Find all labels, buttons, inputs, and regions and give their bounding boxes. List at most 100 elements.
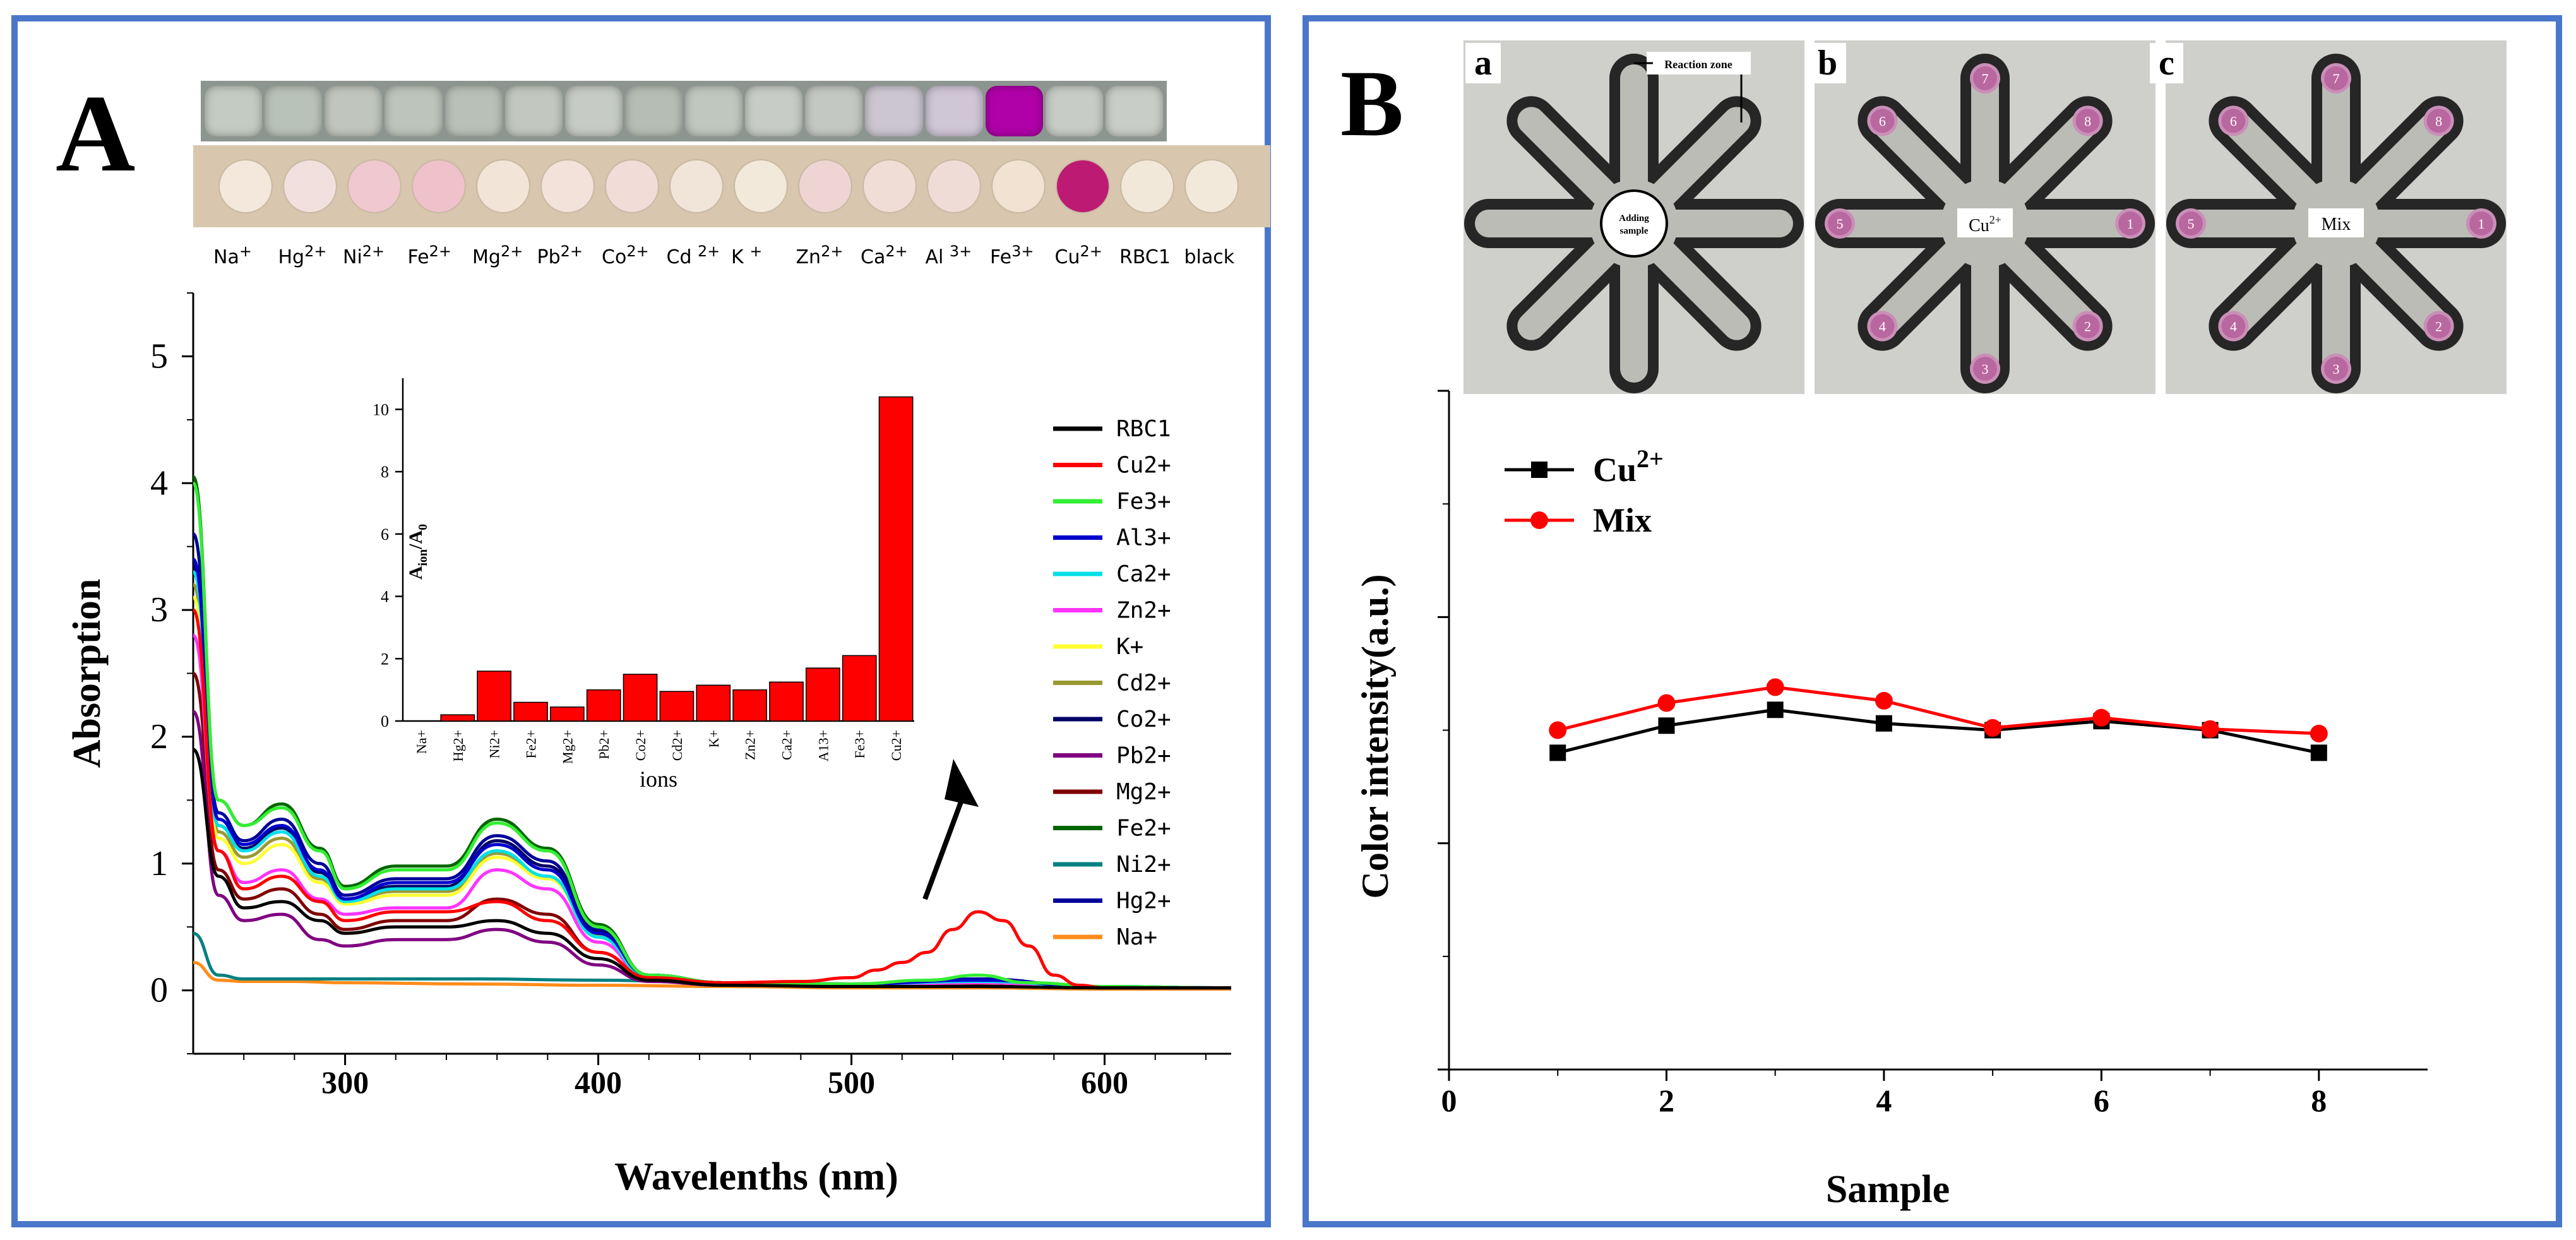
ion-label-name: Hg bbox=[278, 246, 305, 268]
inset-category-label: Hg2+ bbox=[450, 730, 466, 761]
x-axis-title: Wavelenths (nm) bbox=[614, 1155, 898, 1198]
x-tick-label: 300 bbox=[321, 1064, 369, 1100]
legend-label: Co2+ bbox=[1116, 706, 1171, 732]
x-tick-label: 8 bbox=[2311, 1083, 2327, 1118]
legend-label: Cu2+ bbox=[1593, 444, 1664, 489]
ion-label-charge: 3+ bbox=[949, 242, 972, 260]
ion-label-charge: 2+ bbox=[362, 242, 385, 260]
ion-label: Fe2+ bbox=[408, 242, 451, 268]
ion-label-charge: 2+ bbox=[821, 242, 844, 260]
legend-label: Ni2+ bbox=[1116, 852, 1171, 878]
inset-y-title-part: A bbox=[405, 566, 426, 580]
ion-label-charge: 2+ bbox=[626, 242, 649, 260]
ion-label: Ni2+ bbox=[343, 242, 385, 268]
test-disk bbox=[735, 160, 787, 212]
inset-y-title-part: 0 bbox=[416, 524, 430, 530]
color-intensity-chart: 0 2 4 6 8 Sample Color intensity(a.u.) Cu2+ Mix bbox=[1354, 390, 2428, 1211]
test-disk bbox=[993, 160, 1044, 212]
y-tick-label: 5 bbox=[150, 337, 168, 376]
ion-label: Cu2+ bbox=[1055, 242, 1102, 268]
ion-label-name: Na bbox=[213, 246, 239, 268]
zone-number-bg bbox=[2426, 109, 2451, 133]
test-disk bbox=[1057, 160, 1109, 212]
legend-label: Cu2+ bbox=[1116, 453, 1171, 479]
zone-number: 3 bbox=[2333, 361, 2340, 377]
vial bbox=[805, 86, 863, 136]
legend-label: Ca2+ bbox=[1116, 561, 1171, 587]
series-line-Ca2+ bbox=[193, 570, 1231, 990]
legend-label: Zn2+ bbox=[1116, 598, 1171, 624]
photo-label-a: a bbox=[1465, 43, 1501, 84]
reaction-zone-label: Reaction zone bbox=[1664, 58, 1732, 71]
inset-bar bbox=[549, 706, 585, 722]
inset-category-label: Na+ bbox=[414, 730, 429, 754]
zone-number: 5 bbox=[1837, 216, 1844, 232]
legend-label: Pb2+ bbox=[1116, 743, 1171, 769]
data-point bbox=[1767, 701, 1784, 718]
inset-category-label: K+ bbox=[706, 730, 722, 748]
x-axis-title: Sample bbox=[1826, 1168, 1950, 1211]
data-point bbox=[1657, 694, 1676, 712]
adding-sample-text: sample bbox=[1620, 226, 1649, 236]
series-line-Al3+ bbox=[193, 557, 1231, 990]
y-tick-label: 0 bbox=[150, 971, 168, 1010]
inset-y-title-part: ion bbox=[416, 549, 430, 566]
ion-label-name: Fe bbox=[407, 246, 429, 268]
series-line-Co2+ bbox=[193, 564, 1231, 990]
ion-label: Mg2+ bbox=[472, 242, 523, 268]
ion-label-charge: + bbox=[749, 242, 763, 260]
inset-category-label: Mg2+ bbox=[559, 730, 575, 764]
inset-y-tick-label: 2 bbox=[381, 650, 389, 668]
ion-label-name: Cd bbox=[666, 246, 698, 268]
series-line-Ni2+ bbox=[193, 931, 1231, 990]
y-tick-label: 4 bbox=[150, 463, 168, 503]
inset-bar bbox=[659, 691, 695, 722]
data-point bbox=[2310, 744, 2327, 761]
paper-device-photos: Adding sample Reaction zone Cu2+ 1 2 3 4 5 6 7 8 Mix… bbox=[1464, 40, 2507, 394]
y-axis-title: Color intensity(a.u.) bbox=[1354, 575, 1396, 899]
test-disk bbox=[1186, 160, 1237, 212]
vial bbox=[925, 86, 983, 136]
vial bbox=[865, 86, 923, 136]
data-point bbox=[2310, 724, 2328, 742]
adding-sample-text: Adding bbox=[1619, 213, 1649, 224]
legend-marker bbox=[1531, 462, 1547, 478]
center-label-name: Cu bbox=[1969, 216, 1989, 235]
data-point bbox=[2092, 708, 2111, 727]
ion-label-row: Na+ Hg2+ Ni2+ Fe2+ Mg2+ Pb2+ Co2+ Cd 2+ K + Zn2+ C… bbox=[18, 242, 1265, 274]
legend-label: Mg2+ bbox=[1116, 779, 1171, 805]
ion-label: Pb2+ bbox=[537, 242, 583, 268]
inset-bar bbox=[623, 674, 658, 722]
legend-label: K+ bbox=[1116, 634, 1143, 660]
series-line-Pb2+ bbox=[193, 710, 1231, 990]
test-disk bbox=[799, 160, 851, 212]
data-point bbox=[1766, 678, 1784, 696]
inset-y-tick-label: 6 bbox=[381, 525, 389, 544]
inset-category-label: Co2+ bbox=[633, 730, 648, 761]
vial bbox=[564, 86, 623, 136]
ion-label-charge: 3+ bbox=[1011, 242, 1034, 260]
vial bbox=[985, 86, 1043, 136]
x-tick-label: 6 bbox=[2094, 1083, 2109, 1118]
inset-bar bbox=[842, 655, 877, 722]
ion-label-name: K bbox=[731, 246, 750, 268]
inset-category-label: A13+ bbox=[815, 730, 831, 761]
zone-number: 5 bbox=[2188, 216, 2195, 232]
ion-label: black bbox=[1184, 242, 1235, 268]
zone-number: 1 bbox=[2127, 216, 2134, 232]
zone-number: 2 bbox=[2084, 319, 2091, 335]
zone-number: 8 bbox=[2084, 113, 2091, 129]
test-disk bbox=[1121, 160, 1173, 212]
data-point bbox=[1984, 718, 2002, 737]
zone-number-bg bbox=[2324, 357, 2348, 381]
inset-bar bbox=[696, 684, 731, 722]
ion-label-charge: 2+ bbox=[885, 242, 908, 260]
panel-b-letter: B bbox=[1340, 51, 1404, 156]
vial bbox=[1045, 86, 1103, 136]
zone-number-bg bbox=[2221, 109, 2246, 133]
legend-label-name: Cu bbox=[1593, 451, 1637, 489]
x-tick-label: 600 bbox=[1081, 1064, 1128, 1100]
inset-y-tick-label: 10 bbox=[373, 400, 389, 419]
center-label-charge: 2+ bbox=[1989, 213, 2001, 226]
y-tick-label: 3 bbox=[150, 590, 168, 629]
